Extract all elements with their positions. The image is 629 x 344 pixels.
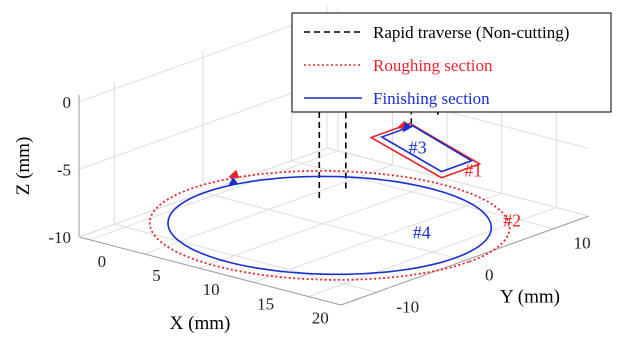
y-tick-label: 0 (485, 266, 494, 285)
direction-arrow (402, 121, 413, 133)
x-tick-label: 10 (203, 280, 220, 299)
path-label: #3 (409, 138, 427, 158)
path-label: #4 (413, 223, 431, 243)
x-tick-label: 0 (98, 252, 107, 271)
pocket-outline (369, 122, 482, 179)
tick-layer: 0 5 10 15 20 -10 0 10 -10 -5 0 X (mm) Y (mm) Z (mm) (13, 93, 591, 334)
floor-edge (326, 147, 590, 217)
y-tick-label: 10 (574, 234, 591, 253)
x-tick-label: 15 (257, 294, 274, 313)
floor-gridline-y (291, 160, 554, 230)
x-axis-label: X (mm) (170, 313, 231, 334)
direction-arrow (228, 169, 240, 179)
x-tick-label: 20 (312, 309, 329, 328)
x-tick-label: 5 (152, 266, 161, 285)
y-axis-label: Y (mm) (500, 287, 560, 308)
floor-gridline-y (202, 192, 466, 261)
legend-label: Roughing section (373, 56, 493, 75)
z-tick-label: 0 (63, 93, 72, 112)
path-label: #1 (464, 160, 482, 180)
annotation-layer: #1 #2 #3 #4 (409, 138, 522, 243)
legend-label: Rapid traverse (Non-cutting) (373, 23, 569, 42)
pocket-outline (379, 124, 474, 173)
y-tick-label: -10 (396, 297, 419, 316)
series-2-solid (379, 121, 474, 173)
series-4-solid (167, 175, 493, 276)
legend-label: Finishing section (373, 89, 490, 108)
legend-box (291, 12, 612, 113)
z-tick-label: -5 (57, 160, 71, 179)
series-3-dotted (148, 169, 511, 281)
direction-arrow (227, 177, 239, 187)
y-axis-line (340, 215, 590, 306)
legend: Rapid traverse (Non-cutting) Roughing sec… (291, 12, 612, 113)
z-axis-label: Z (mm) (13, 137, 34, 196)
x-axis-line (78, 236, 342, 306)
circular-path (167, 175, 493, 276)
z-tick-label: -10 (48, 228, 71, 247)
path-label: #2 (503, 211, 521, 231)
floor-gridline-y (114, 223, 377, 293)
